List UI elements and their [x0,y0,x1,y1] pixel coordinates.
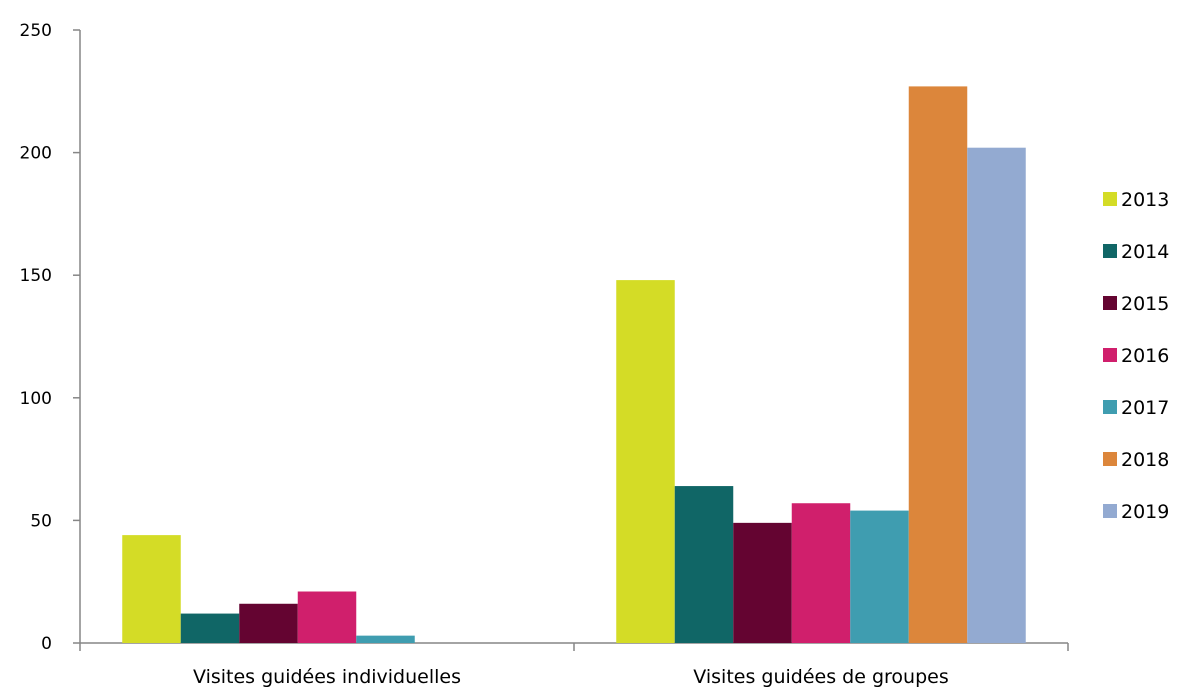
bar-2016-individuelles [297,591,357,643]
legend: 2013 2014 2015 2016 2017 2018 2019 [1103,189,1169,523]
legend-swatch [1103,452,1117,466]
legend-label: 2017 [1121,397,1169,419]
legend-swatch [1103,244,1117,258]
x-axis: Visites guidées individuelles Visites gui… [79,642,1069,688]
bar-2014-individuelles [180,613,240,643]
legend-swatch [1103,504,1117,518]
legend-swatch [1103,348,1117,362]
bar-2014-groupes [674,486,734,643]
legend-item-2019: 2019 [1103,501,1169,523]
legend-label: 2015 [1121,293,1169,315]
legend-label: 2019 [1121,501,1169,523]
y-tick-label: 0 [41,634,52,654]
bar-2019-groupes [967,147,1026,644]
legend-item-2013: 2013 [1103,189,1169,211]
legend-label: 2018 [1121,449,1169,471]
y-axis: 0 50 100 150 200 250 [20,21,81,654]
legend-item-2016: 2016 [1103,345,1169,367]
legend-swatch [1103,192,1117,206]
legend-label: 2014 [1121,241,1169,263]
legend-item-2015: 2015 [1103,293,1169,315]
bar-2017-groupes [850,510,909,643]
y-tick-label: 250 [20,21,52,41]
x-tick-label: Visites guidées de groupes [693,666,948,688]
y-tick-label: 50 [30,511,52,531]
y-tick-label: 150 [20,266,52,286]
bar-2013-individuelles [122,535,181,643]
x-tick-label: Visites guidées individuelles [193,666,461,688]
bar-2018-groupes [908,86,968,643]
legend-label: 2013 [1121,189,1169,211]
bar-2015-groupes [733,522,792,643]
bar-2016-groupes [791,503,851,643]
y-tick-label: 200 [20,144,52,164]
bars [122,86,1026,644]
legend-item-2017: 2017 [1103,397,1169,419]
y-tick-label: 100 [20,389,52,409]
legend-swatch [1103,296,1117,310]
legend-swatch [1103,400,1117,414]
legend-item-2018: 2018 [1103,449,1169,471]
bar-2013-groupes [616,280,675,643]
legend-label: 2016 [1121,345,1169,367]
bar-2015-individuelles [239,603,298,643]
legend-item-2014: 2014 [1103,241,1169,263]
bar-2017-individuelles [356,635,415,643]
